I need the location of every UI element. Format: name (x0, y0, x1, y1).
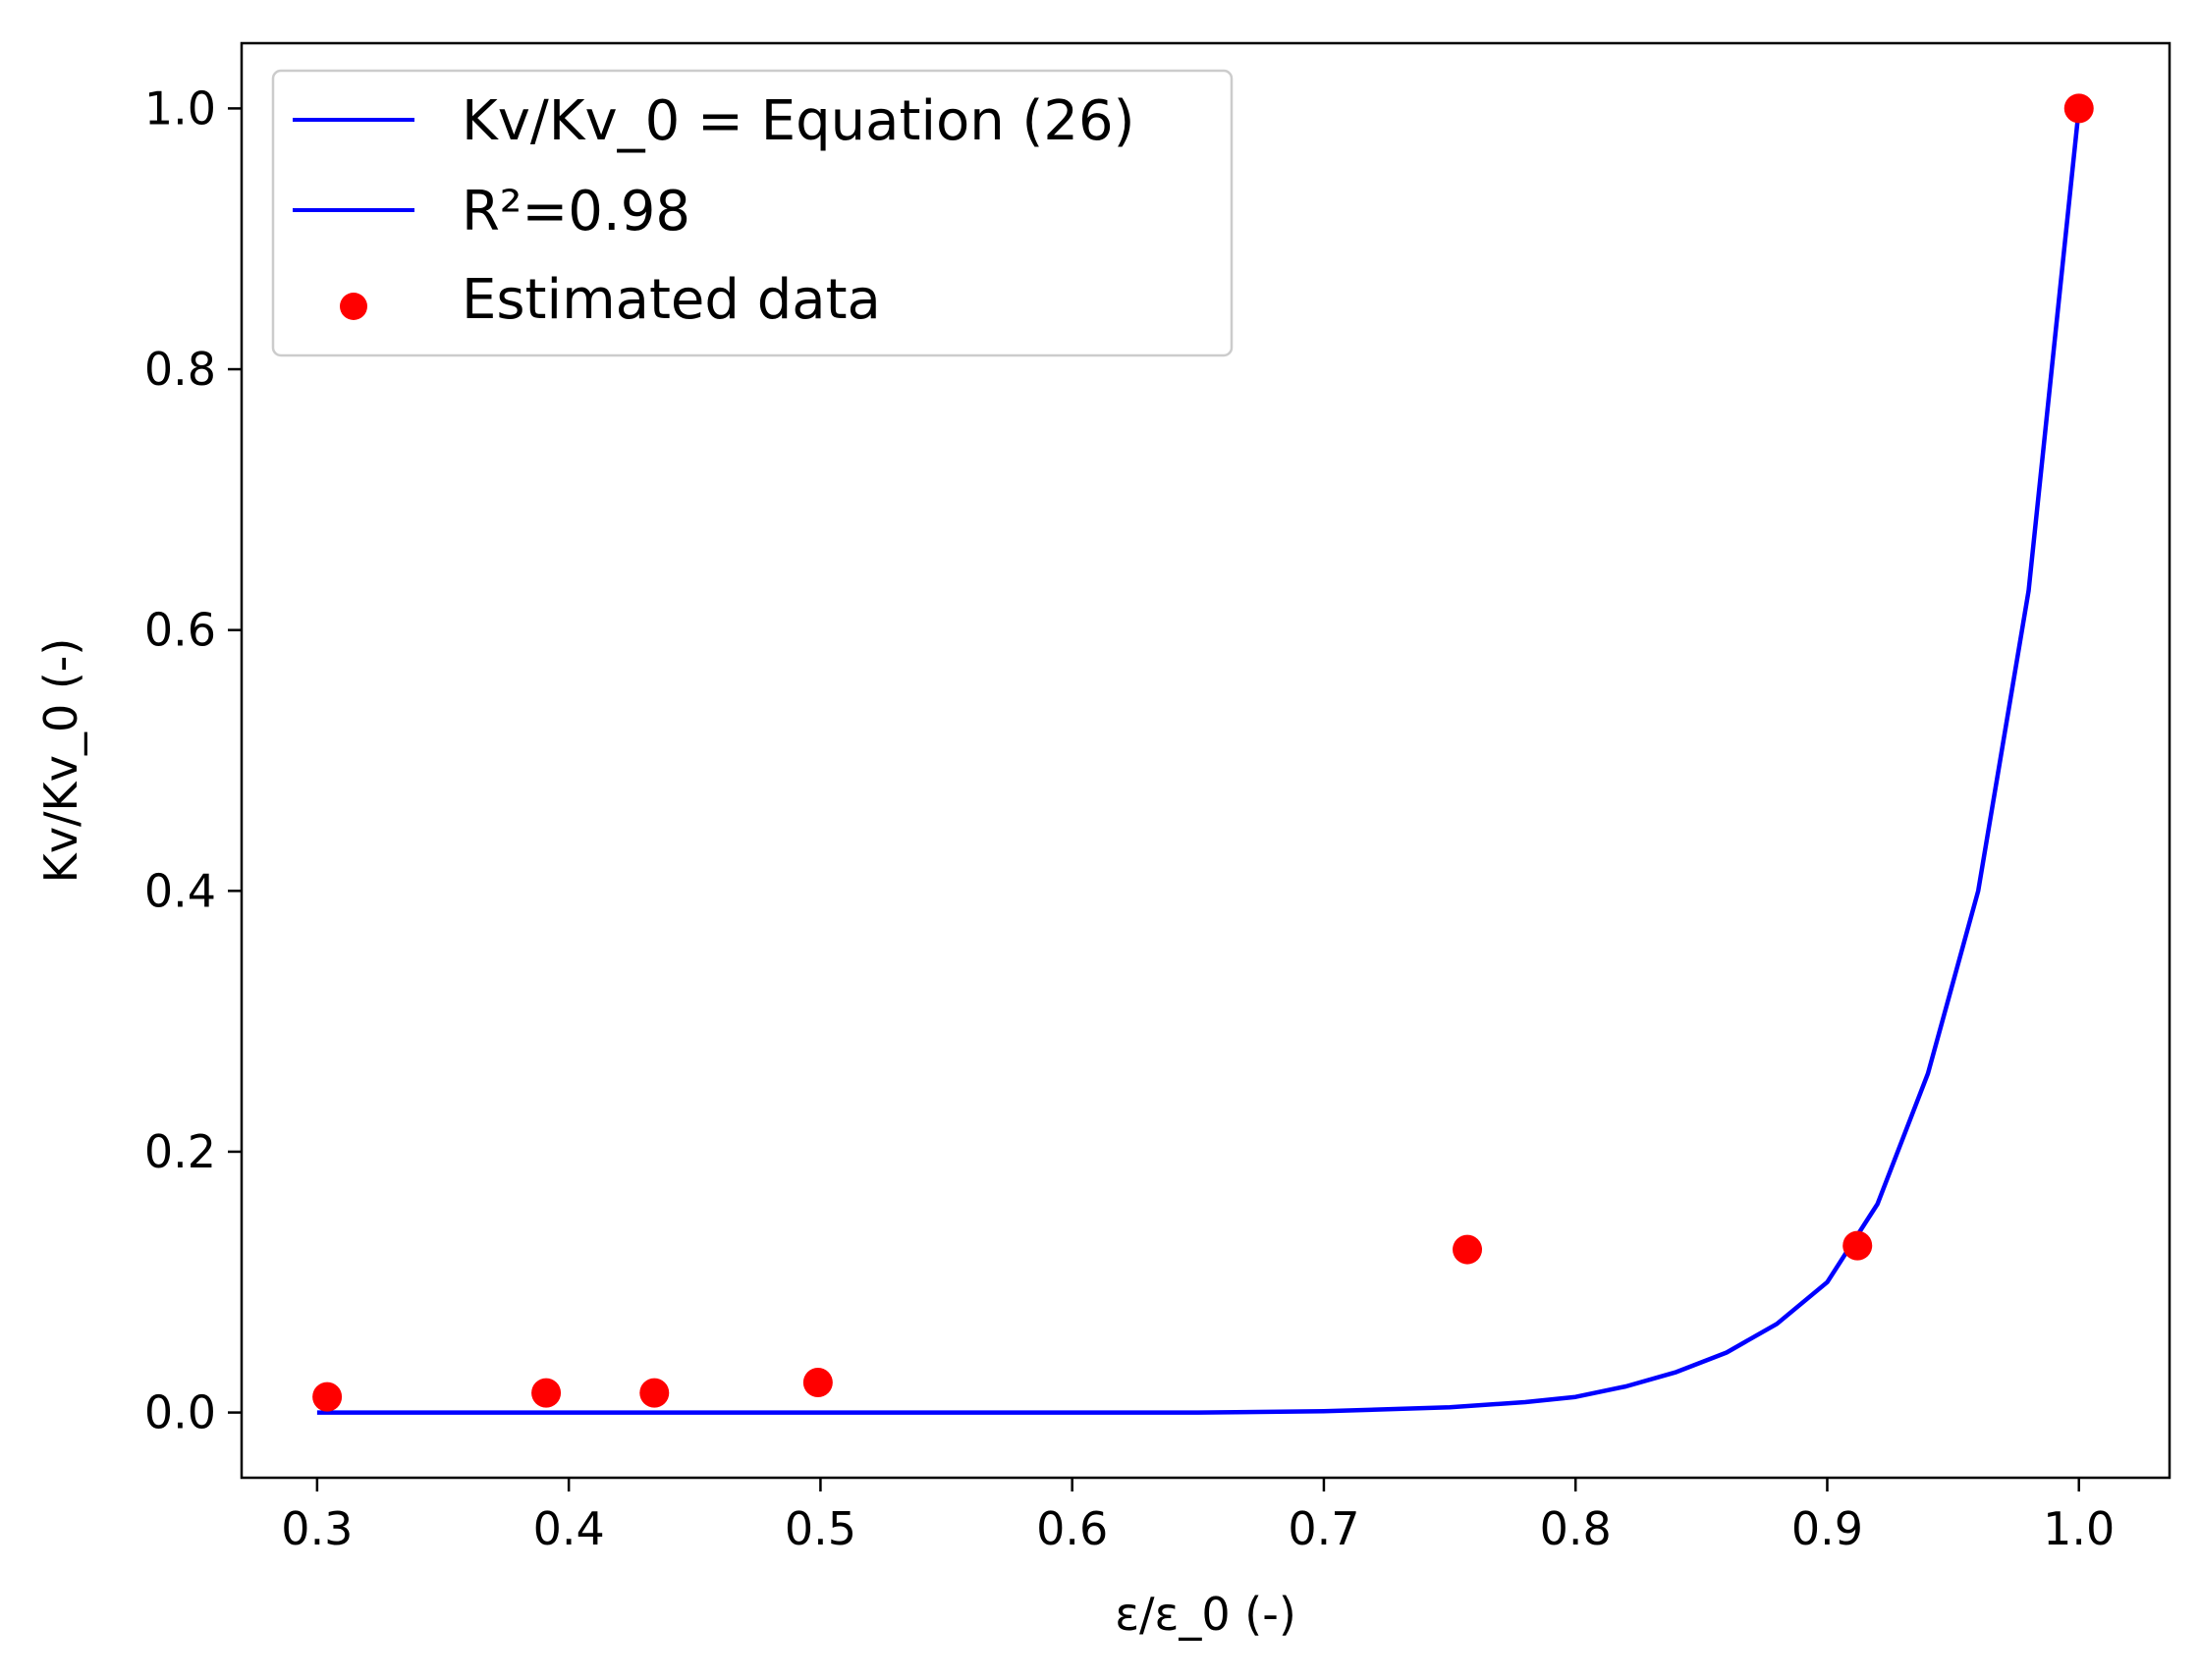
x-tick-label: 0.4 (533, 1502, 605, 1555)
series-line-equation (316, 108, 2081, 1415)
legend: Kv/Kv_0 = Equation (26) R²=0.98 Estimate… (271, 69, 1234, 357)
legend-label-equation: Kv/Kv_0 = Equation (26) (462, 89, 1135, 153)
plot-frame (240, 41, 2172, 1480)
x-tick-label: 0.8 (1540, 1502, 1612, 1555)
x-tick-label: 0.3 (281, 1502, 353, 1555)
y-tick-label: 0.8 (144, 343, 216, 396)
y-tick-label: 0.0 (144, 1386, 216, 1439)
data-point (1842, 1230, 1873, 1261)
x-tick-label: 0.7 (1288, 1502, 1359, 1555)
data-point (802, 1368, 833, 1398)
data-point (1453, 1234, 1483, 1265)
x-axis-label: ε/ε_0 (-) (1115, 1588, 1296, 1641)
plot-area (312, 93, 2094, 1415)
legend-box (271, 69, 1234, 357)
data-point (639, 1378, 670, 1408)
legend-swatch-estimated (340, 293, 367, 320)
x-tick-label: 0.6 (1036, 1502, 1108, 1555)
x-tick-label: 0.5 (785, 1502, 856, 1555)
y-axis: 0.0 0.2 0.4 0.6 0.8 1.0 (144, 81, 242, 1439)
x-tick-label: 1.0 (2043, 1502, 2115, 1555)
legend-label-r2: R²=0.98 (462, 180, 690, 244)
y-axis-label: Kv/Kv_0 (-) (34, 638, 87, 884)
x-axis: 0.3 0.4 0.5 0.6 0.7 0.8 0.9 1.0 (281, 1478, 2115, 1555)
data-point (531, 1378, 562, 1408)
legend-label-estimated: Estimated data (462, 268, 881, 332)
data-point (2063, 93, 2094, 124)
y-tick-label: 0.2 (144, 1125, 216, 1178)
x-tick-label: 0.9 (1791, 1502, 1863, 1555)
y-tick-label: 0.4 (144, 864, 216, 917)
data-point (312, 1382, 343, 1412)
y-tick-label: 0.6 (144, 604, 216, 657)
y-tick-label: 1.0 (144, 81, 216, 135)
